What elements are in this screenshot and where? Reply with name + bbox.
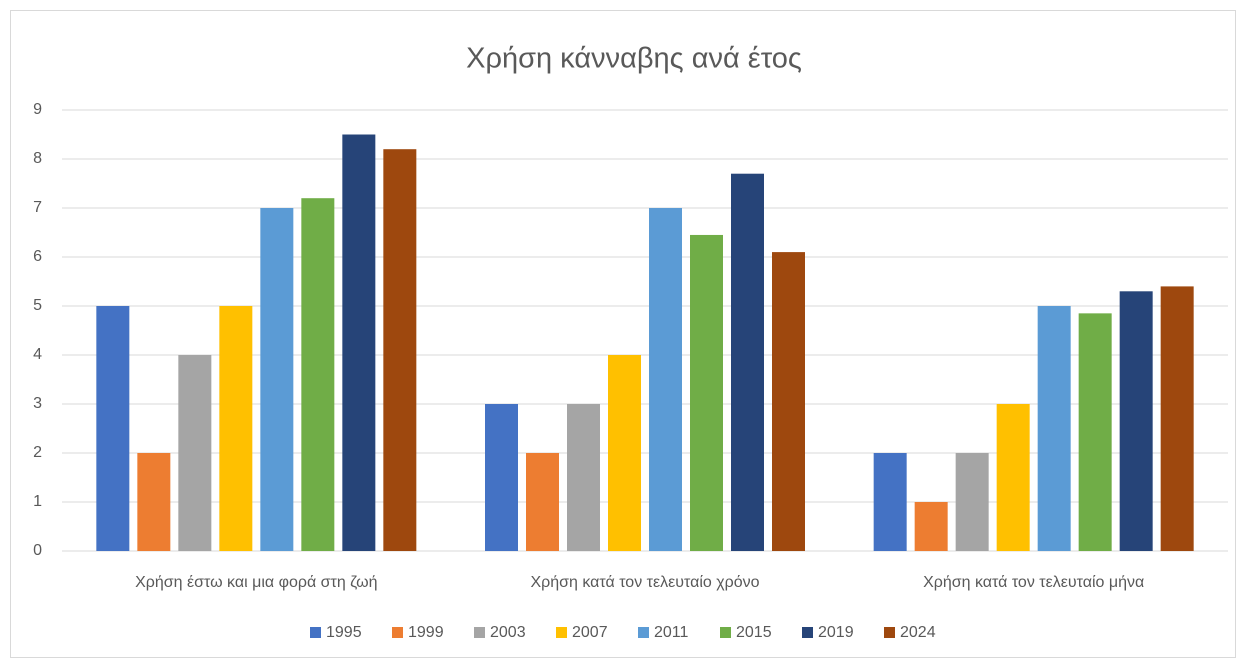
- legend-label: 2011: [654, 624, 689, 641]
- legend-label: 2015: [736, 624, 772, 641]
- bar: [955, 453, 989, 551]
- legend-label: 2007: [572, 624, 608, 641]
- bar: [485, 404, 518, 551]
- y-tick-label: 9: [33, 101, 42, 118]
- legend-swatch: [802, 627, 813, 638]
- y-tick-label: 1: [33, 493, 42, 510]
- legend-swatch: [638, 627, 649, 638]
- legend-swatch: [310, 627, 321, 638]
- y-tick-label: 6: [33, 248, 42, 265]
- x-tick-label: Χρήση έστω και μια φορά στη ζωή: [135, 574, 377, 591]
- bar: [178, 355, 212, 551]
- bar: [1160, 286, 1194, 551]
- bar: [873, 453, 907, 551]
- legend-swatch: [474, 627, 485, 638]
- bar: [137, 453, 171, 551]
- legend-swatch: [556, 627, 567, 638]
- chart-title: Χρήση κάνναβης ανά έτος: [466, 43, 802, 75]
- legend-label: 1999: [408, 624, 444, 641]
- x-tick-label: Χρήση κατά τον τελευταίο χρόνο: [530, 574, 759, 591]
- bar: [96, 306, 130, 551]
- legend-swatch: [884, 627, 895, 638]
- bar: [301, 198, 335, 551]
- legend-label: 2003: [490, 624, 526, 641]
- bar: [1119, 291, 1153, 551]
- legend-swatch: [392, 627, 403, 638]
- y-tick-label: 0: [33, 542, 42, 559]
- y-tick-label: 5: [33, 297, 42, 314]
- bar: [1037, 306, 1071, 551]
- y-tick-label: 2: [33, 444, 42, 461]
- legend-label: 2024: [900, 624, 936, 641]
- legend-label: 1995: [326, 624, 362, 641]
- bar: [690, 234, 723, 551]
- legend-swatch: [720, 627, 731, 638]
- y-tick-label: 7: [33, 199, 42, 216]
- y-tick-label: 8: [33, 150, 42, 167]
- bar: [649, 208, 682, 551]
- bar: [219, 306, 253, 551]
- legend-label: 2019: [818, 624, 854, 641]
- bar: [1078, 313, 1112, 551]
- bar: [772, 252, 805, 551]
- y-tick-label: 4: [33, 346, 42, 363]
- x-tick-label: Χρήση κατά τον τελευταίο μήνα: [923, 574, 1144, 591]
- bar: [914, 502, 948, 551]
- bar: [342, 134, 376, 551]
- y-tick-label: 3: [33, 395, 42, 412]
- bar: [996, 404, 1030, 551]
- bar: [526, 453, 559, 551]
- bar: [260, 208, 294, 551]
- bar: [731, 173, 764, 551]
- bar: [567, 404, 600, 551]
- bar: [383, 149, 417, 551]
- bar: [608, 355, 641, 551]
